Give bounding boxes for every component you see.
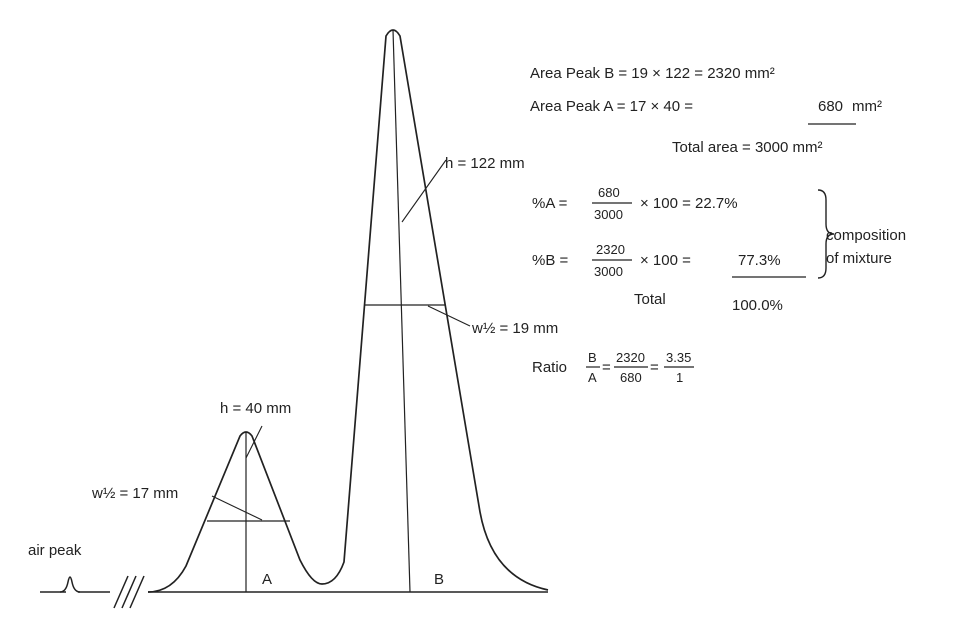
- pct-b-label: %B =: [532, 252, 569, 269]
- ratio-result-numerator: 3.35: [666, 350, 691, 365]
- axis-break-mark: [113, 575, 145, 609]
- area-peak-a-unit: mm²: [852, 98, 882, 115]
- peak-b-h-leader: [401, 159, 447, 223]
- pct-b-result-value: 77.3%: [738, 252, 781, 269]
- peak-b-label: B: [434, 571, 444, 588]
- pct-a-denominator: 3000: [594, 207, 623, 222]
- pct-b-denominator: 3000: [594, 264, 623, 279]
- ratio-numerator: 2320: [616, 350, 645, 365]
- air-peak-trace: [59, 576, 81, 593]
- composition-label-line1: composition: [826, 227, 906, 244]
- pct-b-numerator: 2320: [596, 242, 625, 257]
- peak-b-height-label: h = 122 mm: [445, 155, 525, 172]
- area-peak-b-line: Area Peak B = 19 × 122 = 2320 mm²: [530, 65, 775, 82]
- ratio-denominator: 680: [620, 370, 642, 385]
- pct-a-label: %A =: [532, 195, 568, 212]
- ratio-label: Ratio: [532, 359, 567, 376]
- ratio-eq-2: =: [650, 359, 659, 376]
- area-peak-a-value: 680: [818, 98, 843, 115]
- air-peak-label: air peak: [28, 542, 82, 559]
- peak-a-w-leader: [211, 495, 263, 521]
- total-area-line: Total area = 3000 mm²: [672, 139, 823, 156]
- peak-a-label: A: [262, 571, 272, 588]
- composition-label-line2: of mixture: [826, 250, 892, 267]
- pct-a-result: × 100 = 22.7%: [640, 195, 738, 212]
- peak-trace: [147, 29, 549, 593]
- peak-b-half-width-label: w½ = 19 mm: [471, 320, 558, 337]
- composition-brace: [817, 189, 835, 279]
- total-label: Total: [634, 291, 666, 308]
- ratio-result-denominator: 1: [676, 370, 683, 385]
- peak-b-w-leader: [427, 305, 471, 327]
- ratio-frac-a: A: [588, 370, 597, 385]
- area-peak-a-line: Area Peak A = 17 × 40 =: [530, 98, 693, 115]
- peak-a-half-width-label: w½ = 17 mm: [91, 485, 178, 502]
- pct-b-result-prefix: × 100 =: [640, 252, 691, 269]
- ratio-eq-1: =: [602, 359, 611, 376]
- pct-a-numerator: 680: [598, 185, 620, 200]
- peak-a-height-label: h = 40 mm: [220, 400, 291, 417]
- peak-b-height-line: [392, 29, 411, 593]
- total-value: 100.0%: [732, 297, 783, 314]
- ratio-frac-b: B: [588, 350, 597, 365]
- peak-a-h-leader: [245, 425, 263, 459]
